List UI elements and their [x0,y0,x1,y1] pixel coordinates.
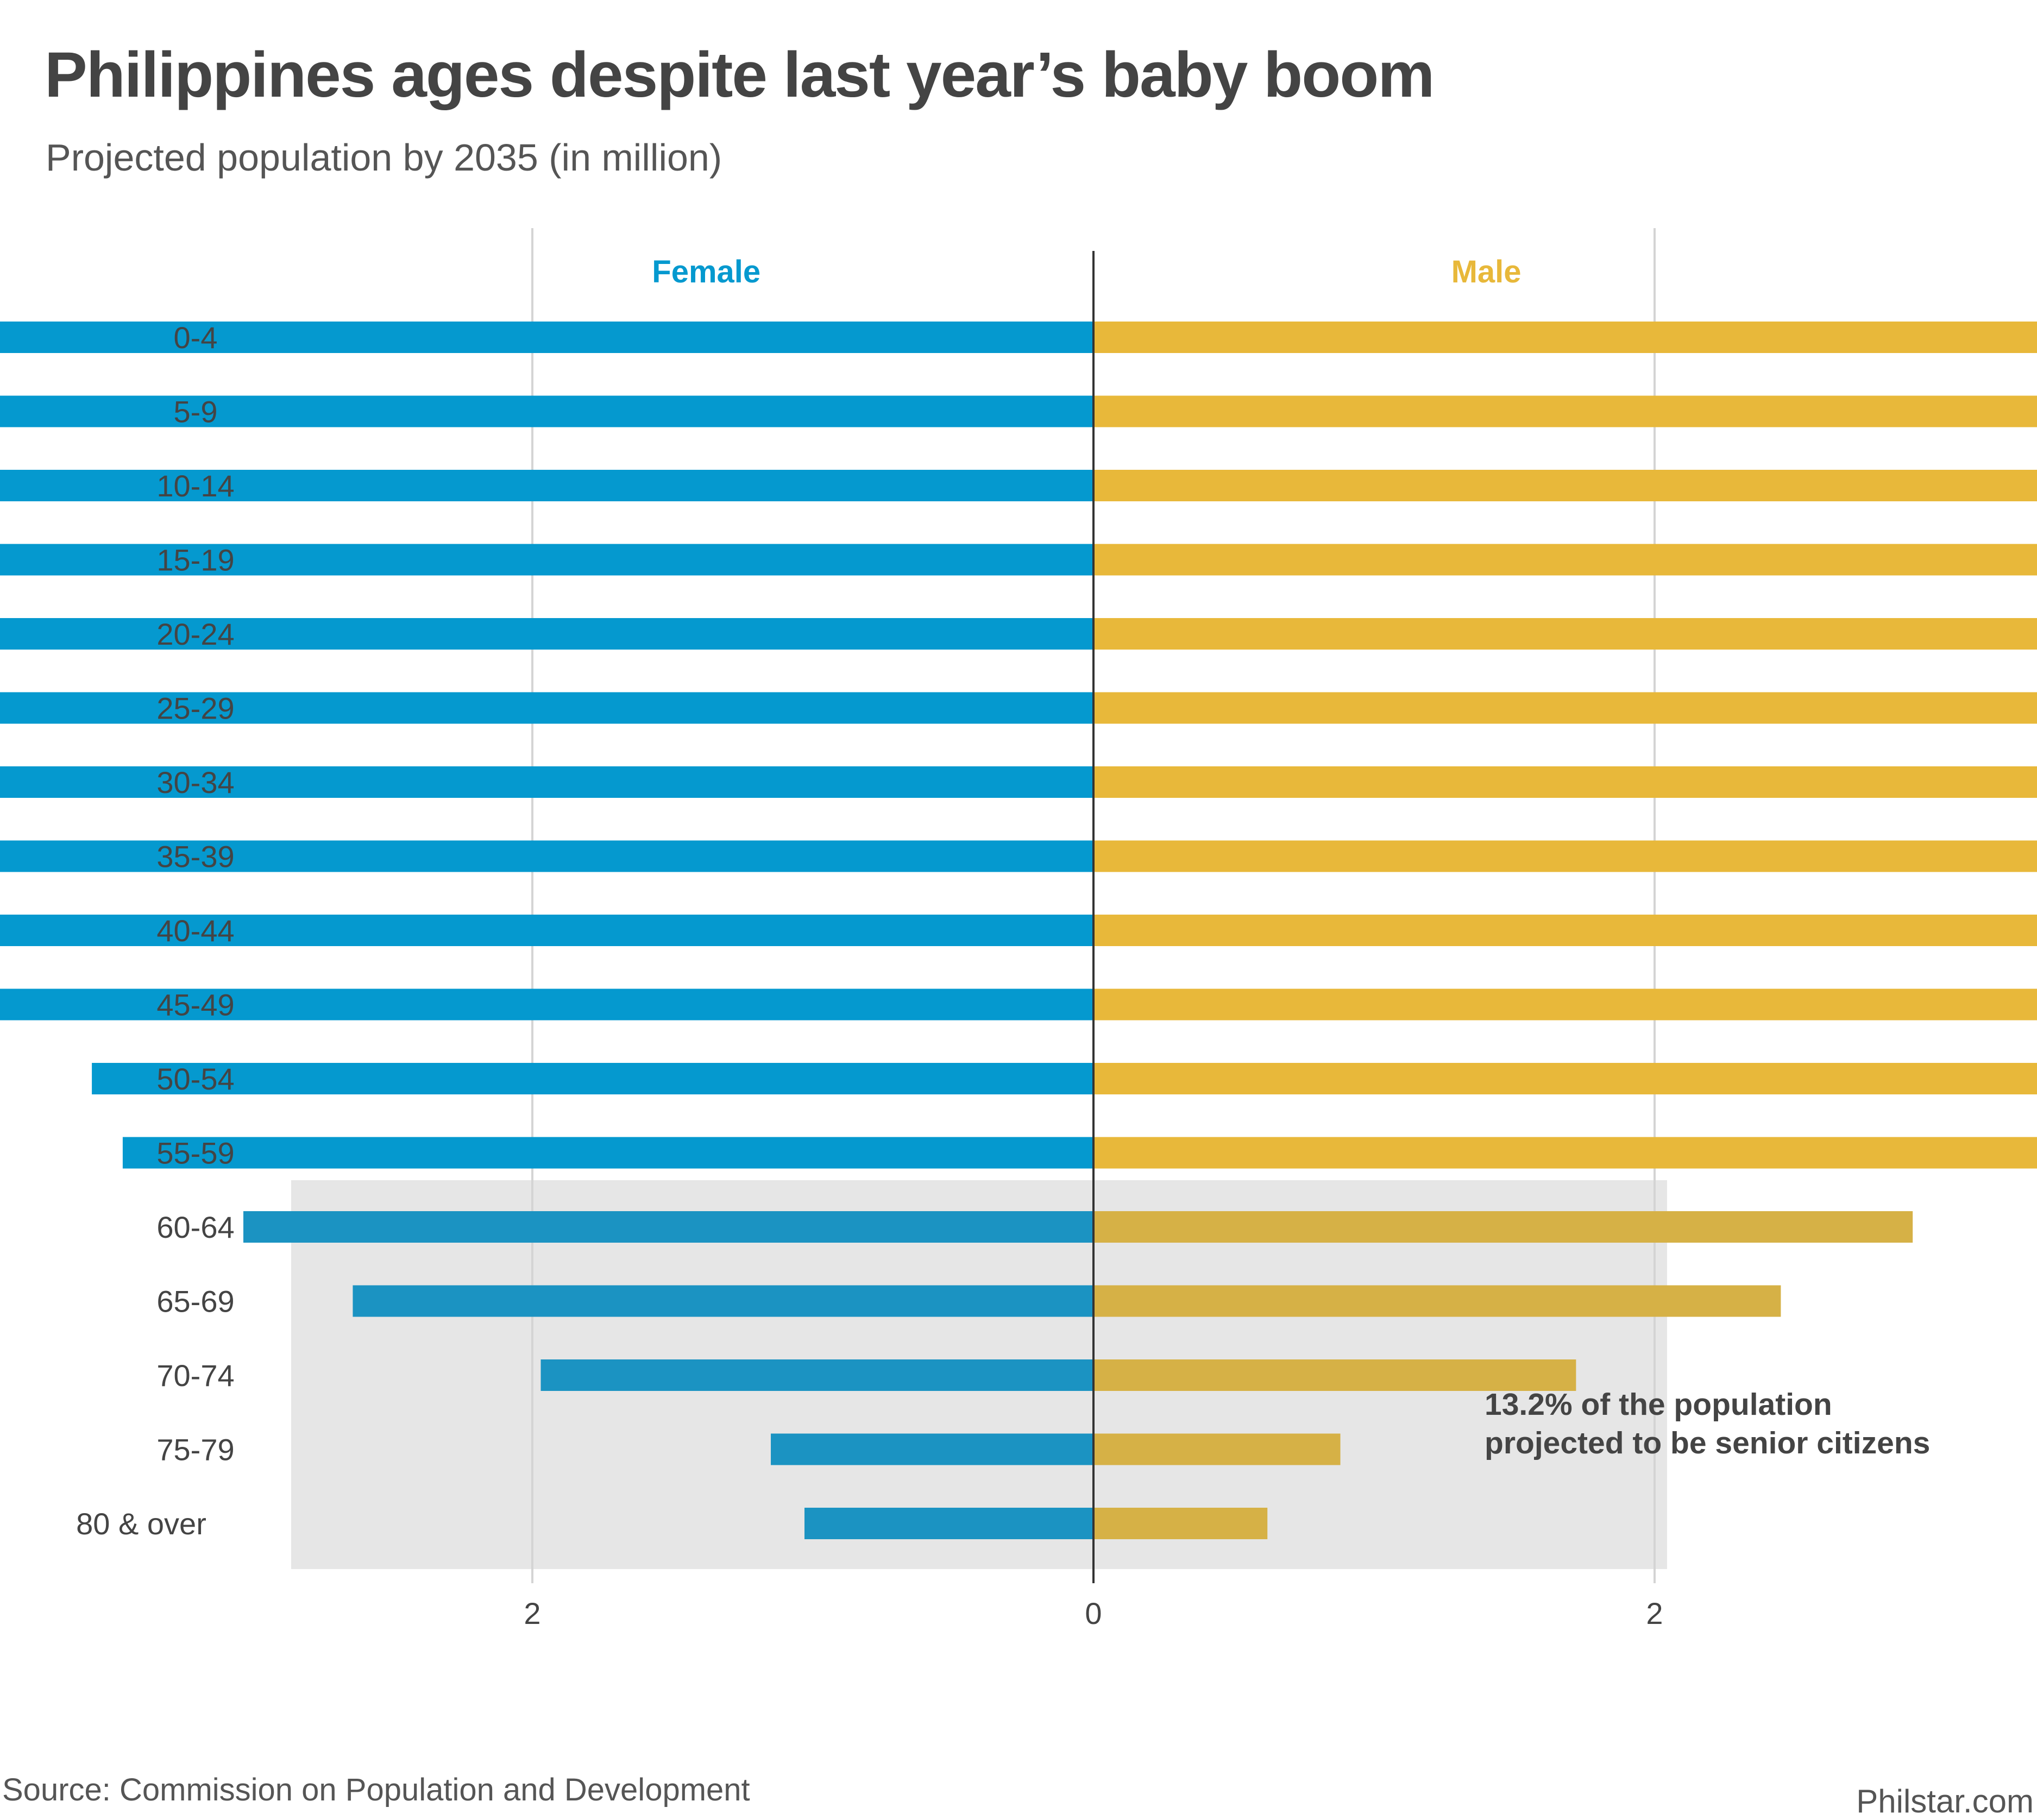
category-label: 20-24 [156,617,234,651]
bar-male-0-4 [1093,322,2037,353]
bar-female-30-34 [0,766,1093,798]
category-label: 70-74 [156,1358,234,1393]
legend-label-male: Male [1451,254,1522,289]
category-label: 0-4 [174,320,218,355]
bar-male-30-34 [1093,766,2037,798]
bar-male-80-over [1093,1508,1268,1539]
bar-female-60-64 [243,1211,1093,1243]
senior-annotation-line: 13.2% of the population [1485,1387,1832,1422]
x-tick-label: 0 [1085,1596,1102,1630]
category-label: 75-79 [156,1433,234,1467]
bar-male-75-79 [1093,1433,1341,1465]
bar-male-40-44 [1093,915,2037,946]
bar-female-5-9 [0,395,1094,427]
bar-male-70-74 [1093,1359,1576,1391]
category-label: 15-19 [156,543,234,577]
category-label: 55-59 [156,1136,234,1170]
bar-male-35-39 [1093,840,2037,872]
bar-female-10-14 [0,470,1093,501]
category-label: 45-49 [156,988,234,1022]
bar-male-65-69 [1093,1285,1781,1317]
category-label: 65-69 [156,1284,234,1319]
category-label: 10-14 [156,469,234,503]
category-label: 25-29 [156,691,234,726]
legend-label-female: Female [652,254,760,289]
publisher-credit: Philstar.com [1856,1783,2034,1819]
x-tick-label: 2 [524,1596,540,1630]
bar-female-65-69 [353,1285,1094,1317]
category-label: 35-39 [156,840,234,874]
category-label: 40-44 [156,914,234,948]
bar-male-45-49 [1093,988,2037,1021]
bar-female-40-44 [0,915,1094,946]
category-label: 30-34 [156,765,234,799]
bar-male-20-24 [1093,618,2037,650]
bar-female-45-49 [0,988,1094,1021]
bar-female-20-24 [0,618,1093,650]
bar-female-80-over [804,1508,1093,1539]
x-tick-label: 2 [1646,1596,1663,1630]
category-label: 5-9 [174,395,218,429]
bar-female-0-4 [0,322,1093,353]
bar-male-60-64 [1093,1211,1913,1243]
chart-subtitle: Projected population by 2035 (in million… [46,136,722,179]
senior-annotation-line: projected to be senior citizens [1485,1426,1930,1460]
bar-male-55-59 [1093,1137,2037,1169]
bar-female-75-79 [771,1433,1093,1465]
category-label: 80 & over [76,1507,206,1541]
bar-female-35-39 [0,840,1093,872]
bar-female-55-59 [122,1137,1093,1169]
bar-male-10-14 [1093,470,2037,501]
category-label: 50-54 [156,1062,234,1096]
bar-female-15-19 [0,544,1093,576]
bar-male-5-9 [1093,395,2037,427]
bar-male-15-19 [1093,544,2037,576]
chart-title: Philippines ages despite last year’s bab… [45,39,1435,111]
bar-male-50-54 [1093,1063,2037,1094]
bar-female-50-54 [92,1063,1094,1094]
bar-female-25-29 [0,692,1093,724]
source-note: Source: Commission on Population and Dev… [2,1772,750,1808]
category-label: 60-64 [156,1210,234,1244]
bar-male-25-29 [1093,692,2037,724]
bar-female-70-74 [540,1359,1093,1391]
